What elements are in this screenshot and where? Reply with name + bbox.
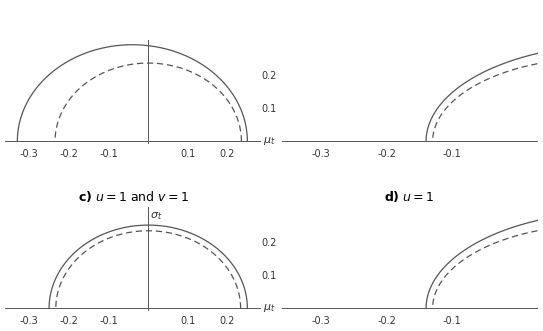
Text: $\sigma_t$: $\sigma_t$ (150, 210, 162, 221)
Title: $\mathbf{d)}$ $u = 1$: $\mathbf{d)}$ $u = 1$ (384, 189, 435, 204)
Text: $\mu_t$: $\mu_t$ (263, 303, 276, 314)
Title: $\mathbf{c)}$ $u = 1$ and $v = 1$: $\mathbf{c)}$ $u = 1$ and $v = 1$ (78, 189, 189, 204)
Text: $\mu_t$: $\mu_t$ (263, 135, 276, 147)
